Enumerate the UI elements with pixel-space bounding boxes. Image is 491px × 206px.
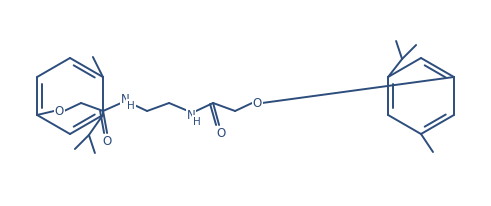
Text: O: O xyxy=(55,105,64,118)
Text: H: H xyxy=(193,116,201,126)
Text: N: N xyxy=(187,109,195,122)
Text: O: O xyxy=(103,135,112,148)
Text: H: H xyxy=(127,101,135,110)
Text: O: O xyxy=(252,97,262,110)
Text: O: O xyxy=(217,127,226,140)
Text: N: N xyxy=(121,93,130,106)
